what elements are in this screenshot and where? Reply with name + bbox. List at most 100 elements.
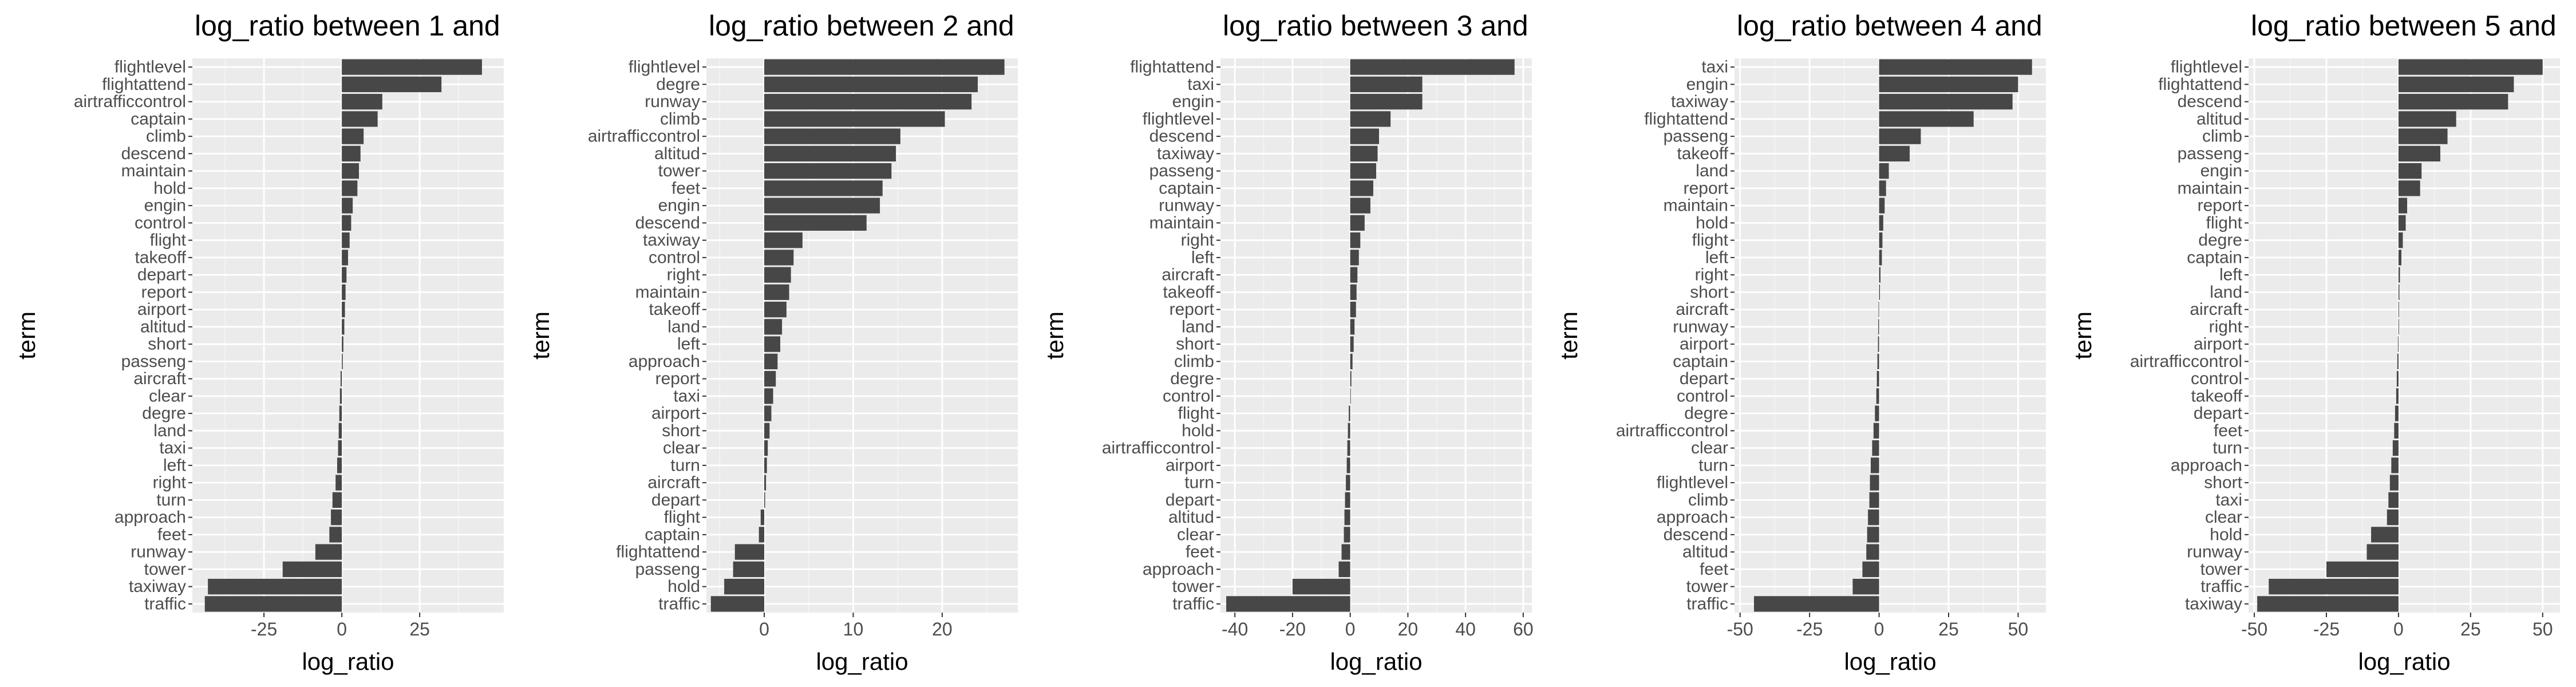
bar-right <box>1350 232 1361 248</box>
term-label-depart: depart <box>137 266 187 285</box>
term-label-turn: turn <box>2212 439 2242 457</box>
term-label-depart: depart <box>1680 369 1729 388</box>
term-label-maintain: maintain <box>635 283 700 302</box>
bar-hold <box>724 579 765 595</box>
term-label-taxiway: taxiway <box>643 231 700 250</box>
bar-control <box>1350 388 1351 404</box>
term-label-maintain: maintain <box>121 161 186 180</box>
bar-clear <box>764 440 768 456</box>
term-label-clear: clear <box>2205 508 2242 527</box>
bar-climb <box>764 111 945 127</box>
term-label-approach: approach <box>1143 560 1214 579</box>
term-label-tower: tower <box>2200 560 2242 579</box>
term-label-right: right <box>667 266 701 285</box>
bar-land <box>1350 319 1355 335</box>
bar-taxi <box>1879 59 2032 75</box>
bar-altitud <box>342 319 345 335</box>
bar-taxi <box>2388 492 2399 508</box>
bar-airtrafficcontrol <box>2397 353 2399 369</box>
term-label-captain: captain <box>2187 248 2242 267</box>
bar-traffic <box>1754 596 1879 612</box>
term-label-report: report <box>655 369 701 388</box>
term-label-flightlevel: flightlevel <box>2171 58 2242 77</box>
bar-altitud <box>1866 544 1879 560</box>
bar-flightlevel <box>342 59 482 75</box>
bar-traffic <box>2269 579 2399 595</box>
bar-flight <box>1349 405 1350 421</box>
term-label-land: land <box>2210 283 2242 302</box>
term-label-flight: flight <box>1178 404 1215 423</box>
bar-clear <box>1872 440 1879 456</box>
bar-aircraft <box>1350 267 1358 283</box>
bar-turn <box>764 457 767 473</box>
term-label-tower: tower <box>658 161 700 180</box>
bar-climb <box>1869 492 1879 508</box>
bar-engin <box>342 198 353 214</box>
x-axis-title: log_ratio <box>1330 648 1422 675</box>
term-label-left: left <box>677 335 701 354</box>
term-label-climb: climb <box>1174 352 1214 371</box>
term-label-tower: tower <box>1686 577 1728 596</box>
term-label-traffic: traffic <box>1172 594 1214 613</box>
term-label-clear: clear <box>149 386 186 405</box>
bar-taxi <box>338 440 342 456</box>
x-tick-label: 25 <box>1938 619 1959 639</box>
bar-tower <box>2326 561 2399 577</box>
term-label-tower: tower <box>144 560 186 579</box>
bar-runway <box>2366 544 2399 560</box>
bar-land <box>764 319 783 335</box>
bar-degre <box>764 76 978 92</box>
term-label-hold: hold <box>1182 421 1214 440</box>
term-label-land: land <box>1182 317 1214 336</box>
bar-maintain <box>2398 180 2420 196</box>
bar-taxiway <box>764 232 803 248</box>
term-label-airport: airport <box>1165 456 1215 475</box>
term-label-degre: degre <box>142 404 186 423</box>
bar-depart <box>1345 492 1350 508</box>
term-label-flightattend: flightattend <box>102 75 186 94</box>
bar-engin <box>1350 94 1423 110</box>
term-label-flightattend: flightattend <box>1130 58 1214 77</box>
term-label-aircraft: aircraft <box>2190 300 2242 319</box>
term-label-flight: flight <box>1692 231 1729 250</box>
x-axis-title: log_ratio <box>816 648 908 675</box>
bar-airtrafficcontrol <box>1873 423 1879 439</box>
x-tick-label: 20 <box>932 619 953 639</box>
term-label-captain: captain <box>645 525 700 544</box>
bar-engin <box>2398 163 2422 179</box>
term-label-altitud: altitud <box>654 144 700 163</box>
bar-left <box>1350 250 1359 266</box>
term-label-feet: feet <box>1186 543 1215 562</box>
x-tick-label: -25 <box>251 619 277 639</box>
bar-taxi <box>764 388 773 404</box>
term-label-airtrafficcontrol: airtrafficcontrol <box>588 127 700 146</box>
bar-flightattend <box>1879 111 1974 127</box>
term-label-passeng: passeng <box>121 352 186 371</box>
x-tick-label: 25 <box>409 619 430 639</box>
x-tick-label: -25 <box>2313 619 2340 639</box>
term-label-climb: climb <box>660 109 700 128</box>
bar-taxiway <box>2257 596 2399 612</box>
x-tick-label: 40 <box>1455 619 1476 639</box>
term-label-left: left <box>163 456 187 475</box>
bar-taxiway <box>208 579 342 595</box>
y-axis-title: term <box>2069 311 2096 360</box>
term-label-airtrafficcontrol: airtrafficcontrol <box>2130 352 2242 371</box>
bar-right <box>1879 267 1880 283</box>
term-label-altitud: altitud <box>140 317 186 336</box>
term-label-right: right <box>1181 231 1215 250</box>
bar-taxiway <box>1879 94 2013 110</box>
bar-maintain <box>342 163 359 179</box>
bar-airport <box>2397 336 2399 352</box>
term-label-altitud: altitud <box>1168 508 1214 527</box>
bar-flightattend <box>734 544 765 560</box>
bar-approach <box>2391 457 2399 473</box>
bar-tower <box>764 163 892 179</box>
term-label-report: report <box>1684 179 1729 198</box>
term-label-taxi: taxi <box>2215 491 2242 510</box>
bar-feet <box>1341 544 1350 560</box>
bar-flightlevel <box>1870 475 1879 491</box>
bar-degre <box>2398 232 2403 248</box>
term-label-flightattend: flightattend <box>616 543 700 562</box>
bar-takeoff <box>1879 145 1910 161</box>
